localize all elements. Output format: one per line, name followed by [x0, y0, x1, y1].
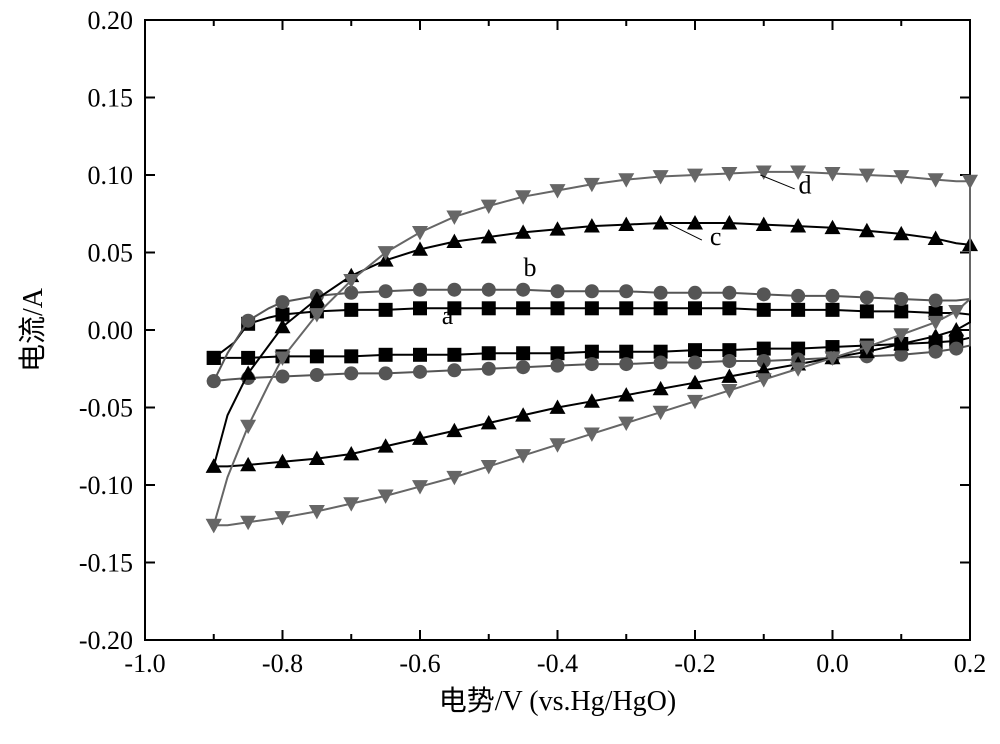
- series-a-marker: [310, 349, 324, 363]
- series-b-marker: [654, 286, 668, 300]
- series-b-marker: [722, 286, 736, 300]
- series-a-marker: [757, 342, 771, 356]
- series-b-marker: [344, 366, 358, 380]
- y-tick-label: -0.10: [79, 471, 133, 500]
- series-b-marker: [688, 286, 702, 300]
- series-b-marker: [791, 289, 805, 303]
- series-b-marker: [516, 360, 530, 374]
- series-b-marker: [447, 283, 461, 297]
- series-a-marker: [757, 303, 771, 317]
- series-b-marker: [585, 284, 599, 298]
- series-a-marker: [688, 343, 702, 357]
- x-tick-label: -0.2: [674, 649, 715, 678]
- series-a-marker: [585, 301, 599, 315]
- series-a-marker: [482, 301, 496, 315]
- series-b-marker: [379, 284, 393, 298]
- series-b-marker: [619, 284, 633, 298]
- series-b-marker: [482, 283, 496, 297]
- x-axis-label: 电势/V (vs.Hg/HgO): [439, 685, 676, 717]
- series-b-marker: [688, 356, 702, 370]
- x-tick-label: 0.2: [954, 649, 987, 678]
- series-b-marker: [276, 370, 290, 384]
- y-tick-label: -0.15: [79, 549, 133, 578]
- series-b-marker: [207, 374, 221, 388]
- series-a-marker: [551, 346, 565, 360]
- series-b-marker: [276, 295, 290, 309]
- y-tick-label: 0.15: [88, 84, 134, 113]
- series-a-marker: [791, 303, 805, 317]
- series-a-marker: [379, 303, 393, 317]
- series-b-marker: [654, 356, 668, 370]
- plot-background: [0, 0, 1000, 744]
- x-tick-label: 0.0: [816, 649, 849, 678]
- series-a-marker: [413, 301, 427, 315]
- x-tick-label: -0.6: [399, 649, 440, 678]
- x-tick-label: -0.8: [262, 649, 303, 678]
- series-b-marker: [826, 289, 840, 303]
- series-a-marker: [688, 301, 702, 315]
- series-b-marker: [310, 368, 324, 382]
- series-c-label: c: [710, 222, 722, 251]
- series-a-marker: [585, 345, 599, 359]
- series-a-marker: [207, 351, 221, 365]
- y-tick-label: -0.05: [79, 394, 133, 423]
- series-a-marker: [344, 349, 358, 363]
- series-b-marker: [929, 294, 943, 308]
- series-a-marker: [826, 303, 840, 317]
- series-b-marker: [413, 283, 427, 297]
- y-tick-label: -0.20: [79, 626, 133, 655]
- series-b-marker: [619, 357, 633, 371]
- series-a-marker: [722, 301, 736, 315]
- y-tick-label: 0.00: [88, 316, 134, 345]
- y-tick-label: 0.20: [88, 6, 134, 35]
- series-d-label: d: [799, 171, 812, 200]
- series-b-marker: [929, 345, 943, 359]
- series-a-marker: [413, 348, 427, 362]
- series-b-marker: [241, 314, 255, 328]
- series-b-label: b: [524, 253, 537, 282]
- series-a-marker: [619, 345, 633, 359]
- series-b-marker: [949, 342, 963, 356]
- y-tick-label: 0.10: [88, 161, 134, 190]
- series-b-marker: [379, 366, 393, 380]
- series-a-marker: [654, 301, 668, 315]
- series-a-marker: [619, 301, 633, 315]
- series-a-marker: [551, 301, 565, 315]
- series-b-marker: [551, 284, 565, 298]
- series-a-marker: [516, 301, 530, 315]
- series-a-marker: [894, 304, 908, 318]
- x-tick-label: -0.4: [537, 649, 578, 678]
- series-b-marker: [585, 357, 599, 371]
- series-a-marker: [241, 351, 255, 365]
- series-a-marker: [379, 348, 393, 362]
- chart-svg: -1.0-0.8-0.6-0.4-0.20.00.2-0.20-0.15-0.1…: [0, 0, 1000, 744]
- series-b-marker: [516, 283, 530, 297]
- series-b-marker: [447, 363, 461, 377]
- series-a-marker: [482, 346, 496, 360]
- cv-chart: -1.0-0.8-0.6-0.4-0.20.00.2-0.20-0.15-0.1…: [0, 0, 1000, 744]
- series-b-marker: [860, 290, 874, 304]
- series-b-marker: [757, 287, 771, 301]
- y-tick-label: 0.05: [88, 239, 134, 268]
- series-b-marker: [551, 359, 565, 373]
- series-b-marker: [482, 362, 496, 376]
- series-a-label: a: [442, 301, 454, 330]
- series-a-marker: [344, 303, 358, 317]
- y-axis-label: 电流/A: [17, 287, 49, 372]
- series-b-marker: [894, 292, 908, 306]
- series-a-marker: [860, 304, 874, 318]
- series-b-marker: [722, 354, 736, 368]
- series-b-marker: [413, 365, 427, 379]
- series-a-marker: [516, 346, 530, 360]
- series-a-marker: [447, 348, 461, 362]
